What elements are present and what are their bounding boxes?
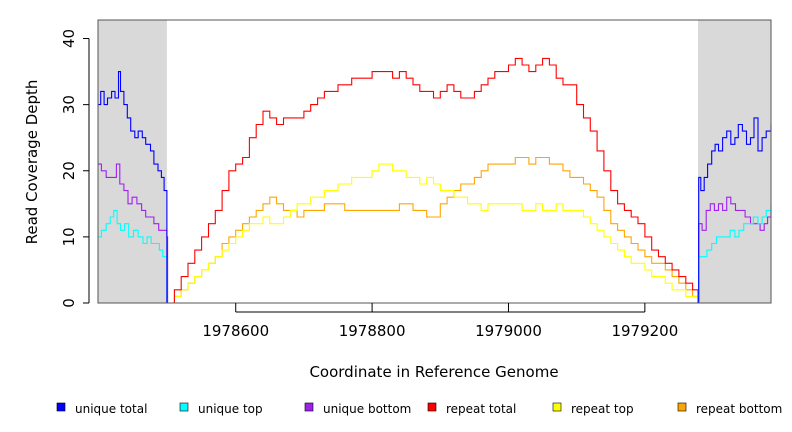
y-tick-label: 10: [60, 227, 78, 246]
y-axis: 0 10 20 30 40: [60, 29, 90, 308]
legend-item-unique-bottom: unique bottom: [304, 402, 411, 416]
series-layer: [98, 57, 772, 304]
x-tick-label: 1978600: [202, 322, 269, 340]
x-tick-label: 1979200: [611, 322, 678, 340]
x-axis: 1978600 1978800 1979000 1979200: [202, 303, 678, 340]
legend-swatch: [427, 402, 437, 412]
legend-swatch: [304, 402, 314, 412]
y-tick-label: 0: [60, 298, 78, 308]
series-line-repeat-total: [167, 57, 699, 304]
series-line-repeat-bottom: [167, 156, 699, 304]
legend-label: repeat bottom: [696, 402, 782, 416]
legend-item-repeat-top: repeat top: [552, 402, 634, 416]
series-line-unique-bottom: [98, 163, 772, 304]
y-tick-label: 30: [60, 95, 78, 114]
x-tick-label: 1979000: [475, 322, 542, 340]
x-axis-label: Coordinate in Reference Genome: [309, 363, 558, 381]
series-line-unique-top: [98, 203, 772, 304]
legend-label: repeat total: [446, 402, 516, 416]
legend-item-repeat-total: repeat total: [427, 402, 516, 416]
shaded-region-layer: [98, 20, 771, 303]
y-tick-label: 40: [60, 29, 78, 48]
legend-swatch: [56, 402, 66, 412]
legend-item-unique-total: unique total: [56, 402, 147, 416]
legend-swatch: [677, 402, 687, 412]
x-tick-label: 1978800: [339, 322, 406, 340]
series-line-repeat-top: [167, 163, 699, 304]
legend-item-repeat-bottom: repeat bottom: [677, 402, 782, 416]
legend-label: unique top: [198, 402, 263, 416]
legend-label: unique total: [75, 402, 147, 416]
shaded-region-1: [698, 20, 771, 303]
y-tick-label: 20: [60, 161, 78, 180]
y-axis-label: Read Coverage Depth: [23, 80, 41, 245]
legend: unique total unique top unique bottom repea…: [56, 402, 782, 416]
legend-item-unique-top: unique top: [179, 402, 263, 416]
shaded-region-0: [98, 20, 167, 303]
legend-swatch: [179, 402, 189, 412]
plot-frame: [97, 19, 772, 304]
legend-label: unique bottom: [323, 402, 411, 416]
series-line-unique-total: [98, 71, 772, 304]
legend-swatch: [552, 402, 562, 412]
legend-label: repeat top: [571, 402, 634, 416]
